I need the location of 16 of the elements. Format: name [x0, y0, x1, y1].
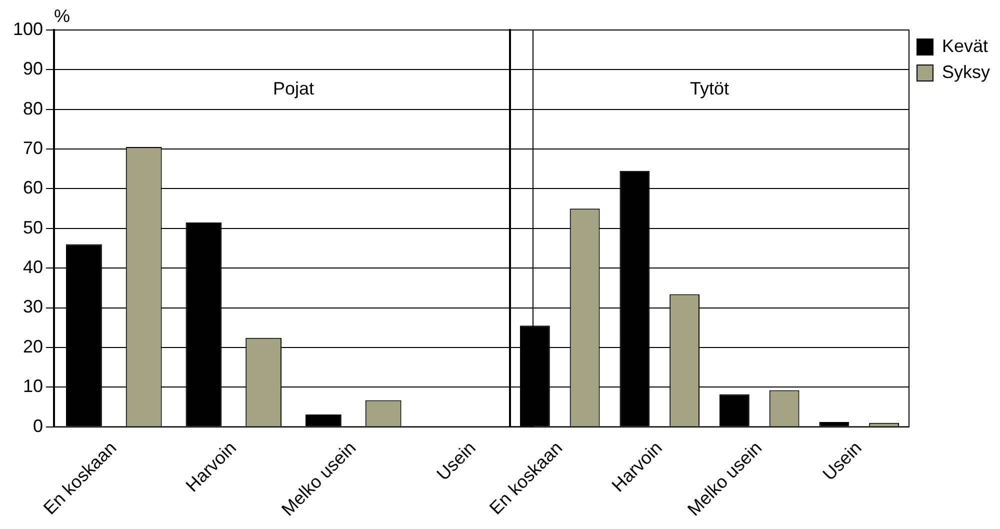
- legend-label: Syksy: [942, 62, 990, 82]
- y-tick-label: 70: [23, 138, 44, 158]
- y-tick-label: 80: [23, 98, 44, 118]
- y-tick-label: 100: [12, 18, 44, 39]
- y-tick-label: 60: [23, 178, 44, 198]
- y-tick-label: 10: [23, 376, 44, 396]
- annotation: Pojat: [273, 78, 314, 98]
- y-tick-label: 0: [33, 416, 44, 436]
- y-tick-label: 20: [23, 336, 44, 356]
- annotation: Tytöt: [690, 78, 730, 98]
- y-tick-label: 50: [23, 217, 44, 238]
- y-tick-label: 40: [23, 257, 44, 278]
- y-axis-title: %: [54, 6, 70, 26]
- y-tick-label: 90: [23, 58, 44, 79]
- y-tick-label: 30: [23, 296, 44, 317]
- legend-label: Kevät: [942, 36, 988, 56]
